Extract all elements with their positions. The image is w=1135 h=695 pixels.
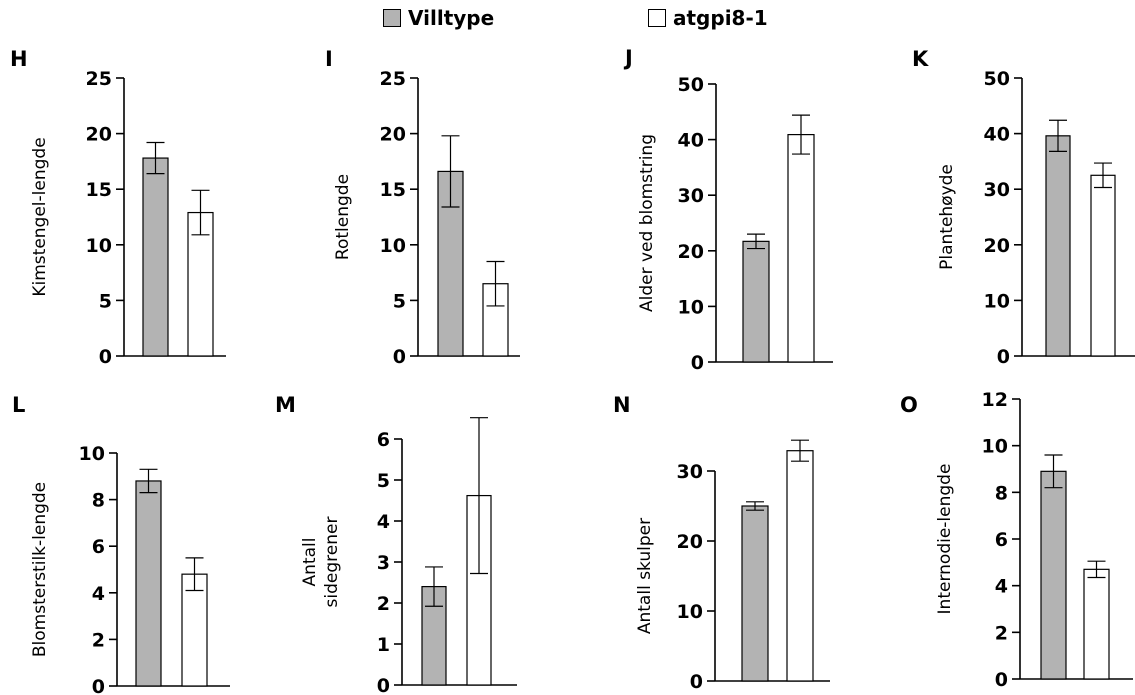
y-tick-label-m: 2 xyxy=(377,593,390,615)
legend-item-mutant: atgpi8-1 xyxy=(648,4,768,32)
y-tick-label-m: 5 xyxy=(377,470,390,492)
legend-label-mutant: atgpi8-1 xyxy=(673,6,768,30)
y-tick-label-n: 20 xyxy=(677,531,703,553)
bar-wildtype-n xyxy=(741,505,769,682)
y-tick-label-o: 8 xyxy=(995,482,1008,504)
y-tick-label-h: 0 xyxy=(99,346,112,368)
y-tick-label-o: 12 xyxy=(982,389,1008,411)
bar-mutant-h xyxy=(187,211,214,357)
legend-label-wildtype: Villtype xyxy=(408,6,495,30)
y-tick-label-j: 50 xyxy=(678,74,704,96)
bar-wildtype-o xyxy=(1040,470,1067,680)
panel-letter-o: O xyxy=(900,393,918,417)
panel-m: M 0 1 2 3 4 5 6 Antall sidegrener xyxy=(275,393,517,695)
y-tick-label-i: 25 xyxy=(380,68,406,90)
panel-letter-m: M xyxy=(275,393,296,417)
y-tick-label-o: 10 xyxy=(982,436,1008,458)
y-tick-label-j: 0 xyxy=(691,352,704,374)
legend-item-wildtype: Villtype xyxy=(383,4,494,32)
y-tick-label-o: 4 xyxy=(995,576,1008,598)
y-tick-label-i: 0 xyxy=(393,346,406,368)
panel-letter-j: J xyxy=(623,46,633,70)
y-tick-label-h: 10 xyxy=(86,235,112,257)
y-tick-label-m: 3 xyxy=(377,552,390,574)
mutant-swatch xyxy=(648,9,666,27)
y-tick-label-o: 0 xyxy=(995,669,1008,691)
y-tick-label-n: 0 xyxy=(690,671,703,693)
y-axis-label-l: Blomsterstilk-lengde xyxy=(30,482,50,657)
panel-l: L 0 2 4 6 8 10 Blomsterstilk-lengde xyxy=(12,393,230,695)
y-tick-label-k: 0 xyxy=(997,346,1010,368)
y-tick-label-o: 2 xyxy=(995,622,1008,644)
bar-mutant-k xyxy=(1090,174,1116,357)
y-tick-label-n: 30 xyxy=(677,461,703,483)
y-axis-label-j: Alder ved blomstring xyxy=(637,134,657,312)
y-tick-label-n: 10 xyxy=(677,601,703,623)
y-tick-label-h: 5 xyxy=(99,290,112,312)
y-tick-label-l: 4 xyxy=(92,583,105,605)
bar-mutant-j xyxy=(787,133,815,363)
y-axis-label-o: Internodie-lengde xyxy=(935,464,955,615)
y-tick-label-m: 1 xyxy=(377,634,390,656)
panel-letter-n: N xyxy=(613,393,631,417)
y-tick-label-m: 6 xyxy=(377,429,390,451)
y-tick-label-i: 5 xyxy=(393,290,406,312)
y-tick-label-i: 15 xyxy=(380,179,406,201)
bar-mutant-l xyxy=(181,573,208,687)
panel-letter-l: L xyxy=(12,393,25,417)
bar-wildtype-l xyxy=(135,480,162,687)
y-tick-label-l: 6 xyxy=(92,536,105,558)
panel-letter-h: H xyxy=(10,47,28,71)
panel-letter-i: I xyxy=(325,47,333,71)
bar-mutant-o xyxy=(1083,568,1110,680)
bar-wildtype-j xyxy=(742,240,770,363)
y-tick-label-h: 15 xyxy=(86,179,112,201)
panel-i: I 0 5 10 15 20 25 Rotlengde xyxy=(325,47,520,368)
y-axis-label-m: sidegrener xyxy=(322,517,342,608)
y-tick-label-i: 10 xyxy=(380,235,406,257)
y-axis-label-m: Antall xyxy=(300,538,320,587)
bar-wildtype-k xyxy=(1045,135,1071,357)
y-tick-label-k: 20 xyxy=(984,235,1010,257)
y-tick-label-l: 8 xyxy=(92,490,105,512)
y-tick-label-j: 10 xyxy=(678,296,704,318)
panel-n: N 0 10 20 30 Antall skulper xyxy=(613,393,830,693)
y-tick-label-m: 4 xyxy=(377,511,390,533)
panel-j: J 0 10 20 30 40 50 Alder ved blomstring xyxy=(623,46,833,374)
y-tick-label-o: 6 xyxy=(995,529,1008,551)
bar-wildtype-h xyxy=(142,157,169,357)
y-tick-label-h: 20 xyxy=(86,124,112,146)
y-tick-label-j: 30 xyxy=(678,185,704,207)
y-tick-label-j: 40 xyxy=(678,130,704,152)
y-tick-label-l: 10 xyxy=(79,443,105,465)
y-tick-label-k: 30 xyxy=(984,179,1010,201)
y-axis-label-h: Kimstengel-lengde xyxy=(30,137,50,296)
y-tick-label-k: 50 xyxy=(984,68,1010,90)
y-tick-label-i: 20 xyxy=(380,124,406,146)
y-tick-label-l: 0 xyxy=(92,676,105,695)
y-tick-label-j: 20 xyxy=(678,241,704,263)
panel-h: H 0 5 10 15 20 25 Kimstengel-lengde xyxy=(10,47,226,368)
y-axis-label-k: Plantehøyde xyxy=(937,164,957,270)
y-tick-label-l: 2 xyxy=(92,629,105,651)
wildtype-swatch xyxy=(383,9,401,27)
y-axis-label-i: Rotlengde xyxy=(333,174,353,260)
y-tick-label-k: 10 xyxy=(984,290,1010,312)
panel-k: K 0 10 20 30 40 50 Plantehøyde xyxy=(912,47,1135,368)
y-tick-label-k: 40 xyxy=(984,124,1010,146)
bar-mutant-n xyxy=(786,450,814,682)
y-tick-label-m: 0 xyxy=(377,675,390,695)
y-tick-label-h: 25 xyxy=(86,68,112,90)
panel-o: O 0 2 4 6 8 10 12 Internodie-lengde xyxy=(900,389,1133,691)
panel-letter-k: K xyxy=(912,47,929,71)
y-axis-label-n: Antall skulper xyxy=(635,518,655,634)
